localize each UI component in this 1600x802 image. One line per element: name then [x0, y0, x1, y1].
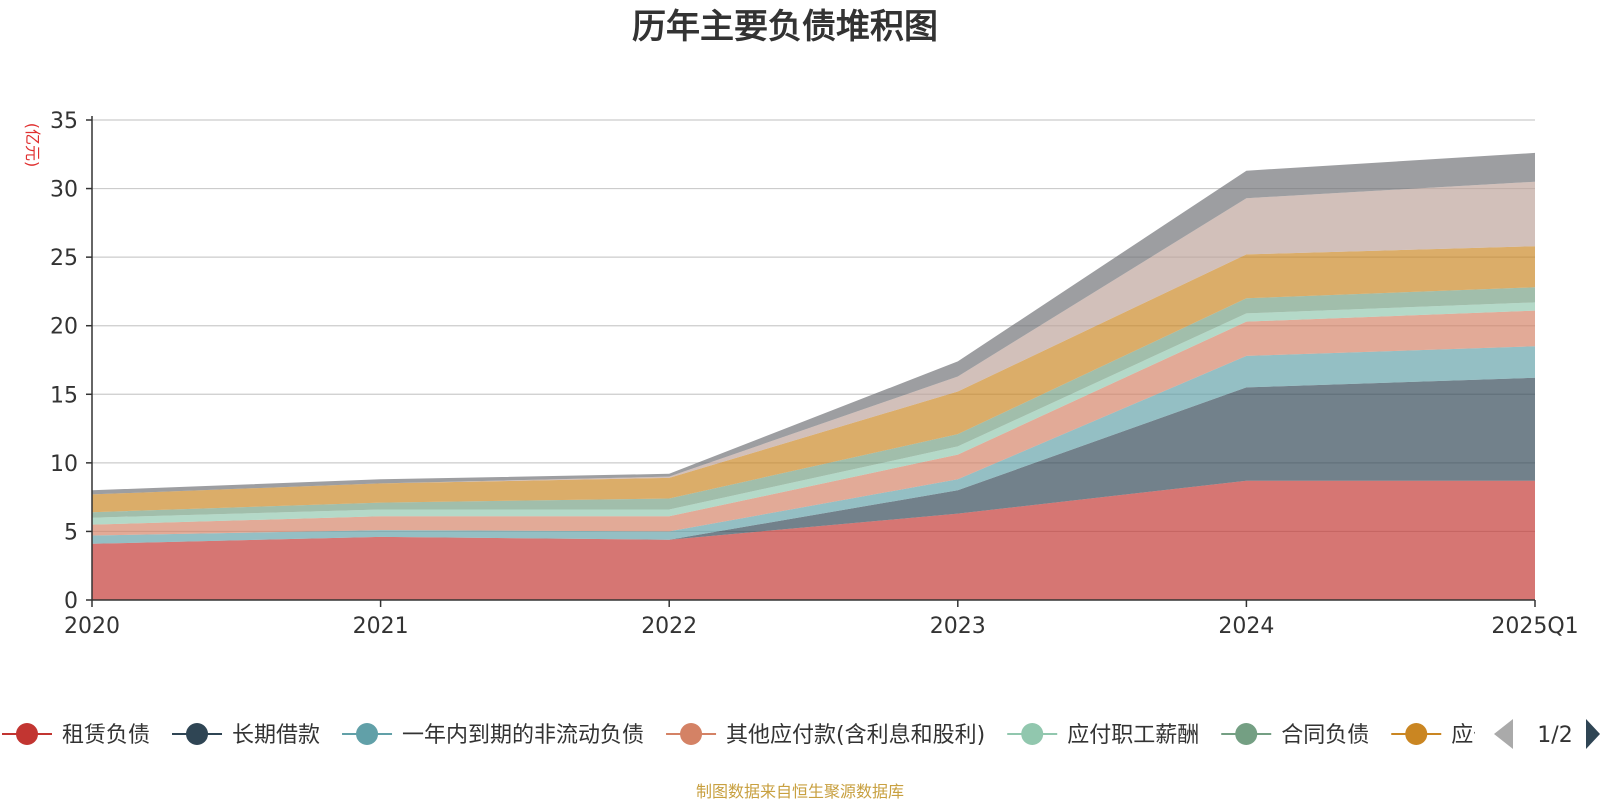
area-8	[92, 181, 1535, 495]
area-3	[92, 346, 1535, 544]
y-tick-label: 5	[64, 520, 78, 545]
y-tick-label: 0	[64, 589, 78, 614]
y-tick-label: 20	[50, 315, 78, 340]
legend-label: 长期借款	[232, 723, 320, 748]
area-1	[92, 480, 1535, 600]
legend-item[interactable]: 一年内到期的非流动负债	[342, 723, 644, 748]
legend[interactable]: 租赁负债 长期借款 一年内到期的非流动负债 其他应付款(含利息和股利) 应付职工薪酬 合同…	[2, 712, 1600, 758]
data-source-note: 制图数据来自恒生聚源数据库	[695, 782, 904, 801]
x-tick-label: 2020	[64, 614, 120, 639]
x-tick-label: 2021	[353, 614, 409, 639]
legend-page-indicator: 1/2	[1537, 723, 1572, 748]
axes: 0 5 10 15 20 25 30 35 2020 2021 2022 2023 2024 2025Q1	[50, 109, 1579, 639]
y-tick-label: 10	[50, 452, 78, 477]
x-tick-label: 2024	[1218, 614, 1274, 639]
legend-marker	[356, 723, 379, 745]
x-tick-label: 2022	[641, 614, 697, 639]
area-9	[92, 152, 1535, 495]
area-5	[92, 302, 1535, 525]
y-tick-label: 30	[50, 178, 78, 203]
legend-marker	[186, 723, 209, 745]
area-4	[92, 310, 1535, 536]
legend-marker	[1235, 723, 1258, 745]
x-tick-label: 2025Q1	[1491, 614, 1578, 639]
legend-label: 其他应付款(含利息和股利)	[726, 723, 985, 748]
legend-item[interactable]: 合同负债	[1221, 723, 1369, 748]
area-6	[92, 287, 1535, 518]
y-tick-label: 25	[50, 246, 78, 271]
area-series	[92, 152, 1535, 600]
legend-next-page-icon[interactable]	[1586, 719, 1600, 749]
y-tick-label: 15	[50, 383, 78, 408]
y-tick-label: 35	[50, 109, 78, 134]
area-2	[92, 377, 1535, 544]
legend-item[interactable]: 其他应付款(含利息和股利)	[666, 723, 985, 748]
area-7	[92, 246, 1535, 513]
grid-lines	[92, 119, 1535, 533]
chart-title: 历年主要负债堆积图	[632, 7, 938, 47]
legend-prev-page-icon[interactable]	[1494, 719, 1513, 749]
legend-marker	[1405, 723, 1428, 745]
legend-item[interactable]: 应付职工薪酬	[1007, 723, 1199, 748]
y-axis-unit: (亿元)	[23, 123, 42, 168]
legend-marker	[1021, 723, 1044, 745]
legend-item[interactable]: 长期借款	[172, 723, 320, 748]
legend-marker	[16, 723, 38, 745]
legend-label: 租赁负债	[62, 723, 150, 748]
legend-label: 一年内到期的非流动负债	[402, 723, 644, 748]
legend-marker	[680, 723, 703, 745]
legend-label: 合同负债	[1281, 723, 1369, 748]
legend-item[interactable]: 租赁负债	[2, 723, 150, 748]
x-tick-label: 2023	[930, 614, 986, 639]
legend-label: 应付职工薪酬	[1067, 723, 1199, 748]
